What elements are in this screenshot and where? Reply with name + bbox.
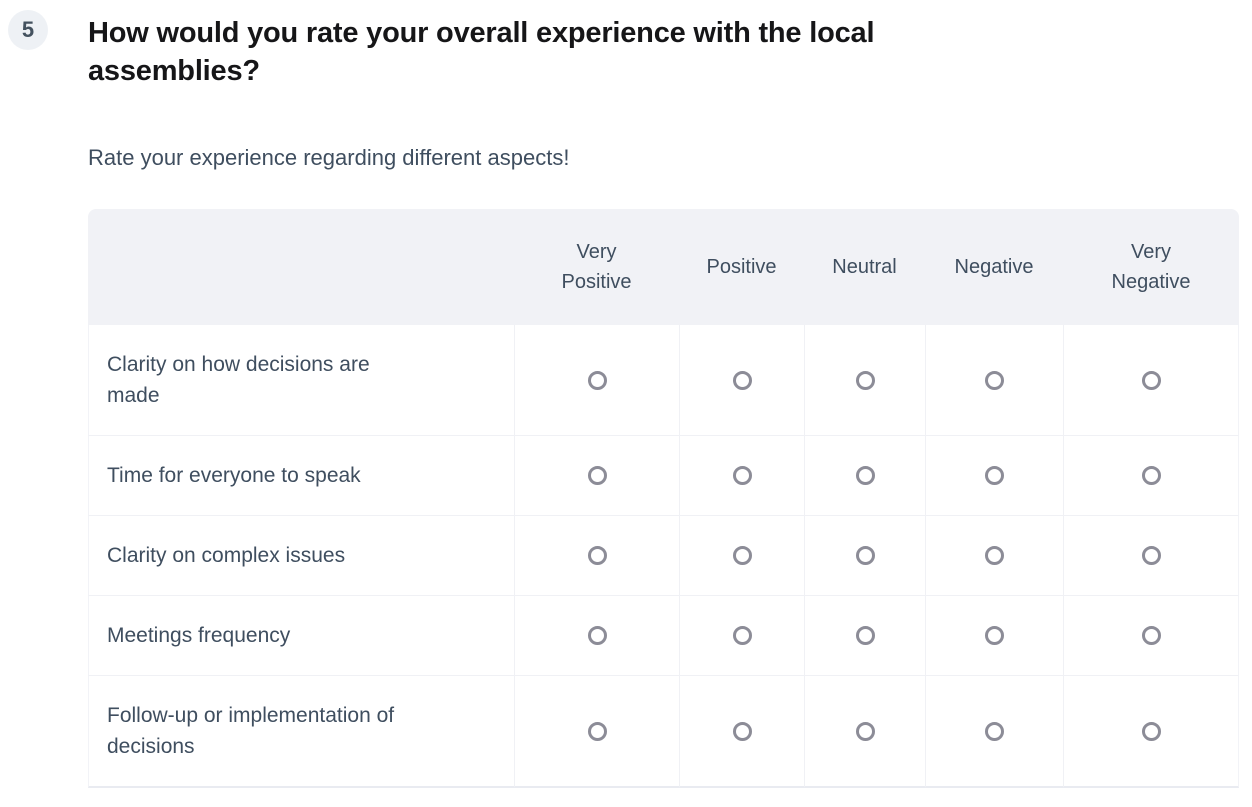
matrix-cell [514, 436, 679, 516]
matrix-cell [1063, 596, 1239, 676]
matrix-cell [1063, 325, 1239, 436]
radio-button[interactable] [985, 546, 1004, 565]
radio-button[interactable] [855, 370, 875, 390]
question-content: How would you rate your overall experien… [88, 0, 1239, 788]
radio-button[interactable] [732, 466, 752, 485]
radio-button[interactable] [855, 546, 875, 565]
matrix-cell [804, 516, 925, 596]
matrix-row-meetings-frequency: Meetings frequency [88, 596, 1239, 676]
radio-button[interactable] [1141, 466, 1161, 485]
column-header-positive: Positive [679, 209, 804, 325]
radio-button[interactable] [732, 546, 752, 565]
radio-button[interactable] [985, 370, 1004, 390]
radio-button[interactable] [855, 626, 875, 645]
matrix-row-time-to-speak: Time for everyone to speak [88, 436, 1239, 516]
matrix-corner-cell [88, 209, 514, 325]
radio-button[interactable] [587, 370, 607, 390]
matrix-cell [514, 325, 679, 436]
question-description: Rate your experience regarding different… [88, 145, 570, 170]
matrix-cell [514, 676, 679, 788]
row-label: Time for everyone to speak [88, 436, 514, 516]
matrix-cell [804, 676, 925, 788]
radio-button[interactable] [855, 466, 875, 485]
matrix-cell [804, 325, 925, 436]
matrix-row-follow-up: Follow-up or implementation of decisions [88, 676, 1239, 788]
row-label: Follow-up or implementation of decisions [88, 676, 514, 788]
matrix-cell [679, 596, 804, 676]
question-number-badge: 5 [8, 10, 48, 50]
radio-button[interactable] [985, 466, 1004, 485]
radio-button[interactable] [587, 626, 607, 645]
radio-button[interactable] [1141, 370, 1161, 390]
matrix-cell [679, 676, 804, 788]
row-label: Meetings frequency [88, 596, 514, 676]
matrix-cell [925, 596, 1063, 676]
matrix-cell [925, 676, 1063, 788]
matrix-cell [679, 436, 804, 516]
rating-matrix-table: Very Positive Positive Neutral Negative … [88, 209, 1239, 788]
matrix-cell [514, 596, 679, 676]
matrix-cell [679, 325, 804, 436]
matrix-cell [514, 516, 679, 596]
radio-button[interactable] [732, 626, 752, 645]
matrix-cell [925, 516, 1063, 596]
column-header-very-negative: Very Negative [1063, 209, 1239, 325]
row-label: Clarity on complex issues [88, 516, 514, 596]
radio-button[interactable] [587, 721, 607, 741]
radio-button[interactable] [732, 721, 752, 741]
matrix-header-row: Very Positive Positive Neutral Negative … [88, 209, 1239, 325]
question-title: How would you rate your overall experien… [88, 17, 875, 87]
matrix-cell [804, 596, 925, 676]
radio-button[interactable] [1141, 721, 1161, 741]
matrix-cell [804, 436, 925, 516]
matrix-row-clarity-decisions: Clarity on how decisions are made [88, 325, 1239, 436]
matrix-cell [679, 516, 804, 596]
column-header-very-positive: Very Positive [514, 209, 679, 325]
matrix-cell [1063, 436, 1239, 516]
radio-button[interactable] [1141, 546, 1161, 565]
radio-button[interactable] [985, 721, 1004, 741]
matrix-cell [925, 325, 1063, 436]
radio-button[interactable] [855, 721, 875, 741]
column-header-negative: Negative [925, 209, 1063, 325]
matrix-row-clarity-complex-issues: Clarity on complex issues [88, 516, 1239, 596]
radio-button[interactable] [587, 546, 607, 565]
radio-button[interactable] [985, 626, 1004, 645]
radio-button[interactable] [587, 466, 607, 485]
row-label: Clarity on how decisions are made [88, 325, 514, 436]
column-header-neutral: Neutral [804, 209, 925, 325]
radio-button[interactable] [1141, 626, 1161, 645]
matrix-cell [1063, 516, 1239, 596]
matrix-cell [1063, 676, 1239, 788]
matrix-cell [925, 436, 1063, 516]
radio-button[interactable] [732, 370, 752, 390]
